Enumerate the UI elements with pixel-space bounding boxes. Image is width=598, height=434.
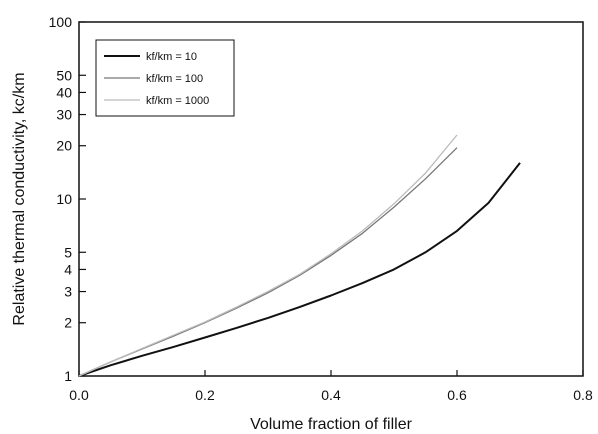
x-tick-label: 0.0 bbox=[69, 387, 89, 403]
y-tick-label: 5 bbox=[64, 244, 72, 260]
y-tick-label: 20 bbox=[56, 138, 72, 154]
y-axis-title: Relative thermal conductivity, kc/km bbox=[11, 72, 28, 325]
y-tick-label: 1 bbox=[64, 368, 72, 384]
x-tick-label: 0.2 bbox=[195, 387, 215, 403]
y-tick-label: 3 bbox=[64, 284, 72, 300]
legend-label-2: kf/km = 100 bbox=[146, 73, 203, 85]
x-axis-ticks: 0.0 0.2 0.4 0.6 0.8 bbox=[69, 370, 593, 403]
x-tick-label: 0.8 bbox=[573, 387, 593, 403]
x-tick-label: 0.6 bbox=[447, 387, 467, 403]
series-line-3 bbox=[78, 134, 458, 377]
x-axis-title: Volume fraction of filler bbox=[250, 416, 413, 433]
x-tick-label: 0.4 bbox=[321, 387, 341, 403]
y-tick-label: 10 bbox=[56, 191, 72, 207]
y-tick-label: 2 bbox=[64, 315, 72, 331]
y-tick-label: 30 bbox=[56, 107, 72, 123]
series-line-2 bbox=[78, 147, 458, 377]
series-line-1 bbox=[78, 162, 521, 377]
legend-label-1: kf/km = 10 bbox=[146, 51, 197, 63]
legend-entries: kf/km = 10 kf/km = 100 kf/km = 1000 bbox=[104, 51, 209, 107]
legend-label-3: kf/km = 1000 bbox=[146, 95, 209, 107]
y-tick-label: 100 bbox=[49, 14, 73, 30]
y-tick-label: 50 bbox=[56, 67, 72, 83]
y-tick-label: 4 bbox=[64, 261, 72, 277]
series-lines bbox=[78, 134, 521, 377]
y-tick-label: 40 bbox=[56, 84, 72, 100]
legend: kf/km = 10 kf/km = 100 kf/km = 1000 bbox=[95, 39, 235, 117]
